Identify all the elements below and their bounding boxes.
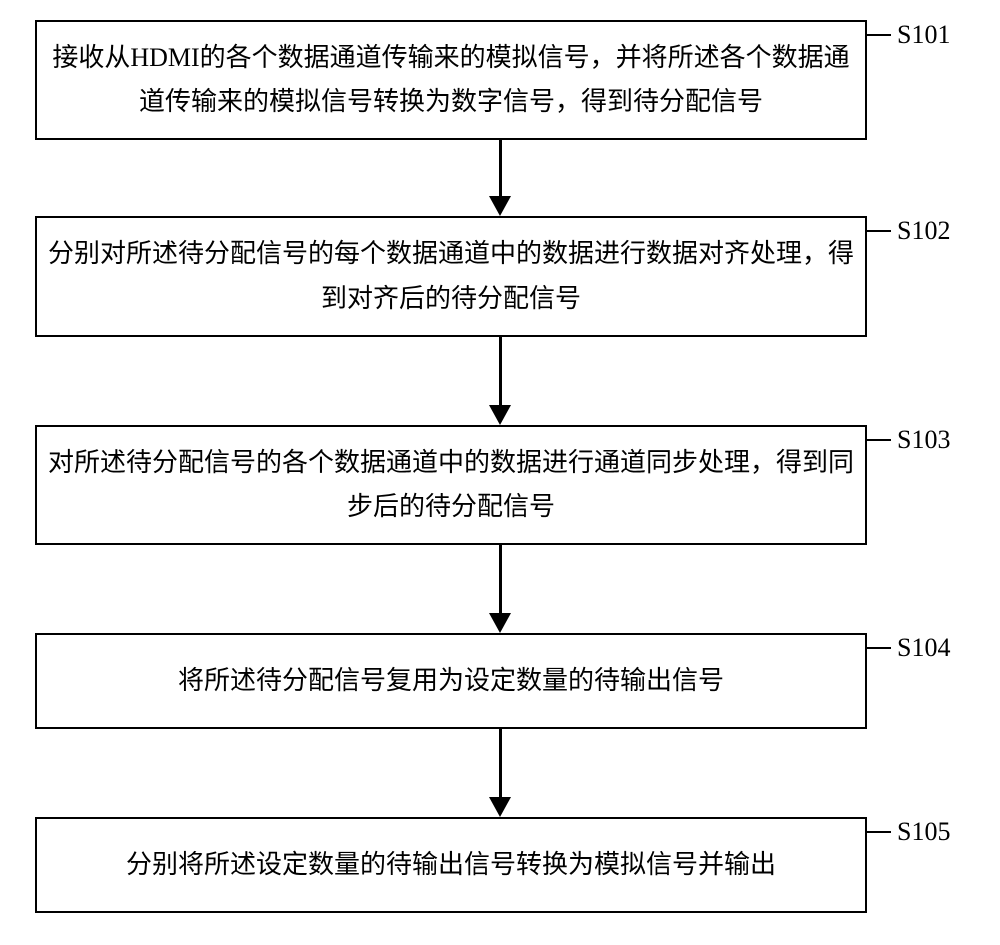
step-label: S103	[897, 427, 950, 453]
flow-step-row: 分别对所述待分配信号的每个数据通道中的数据进行数据对齐处理，得到对齐后的待分配信…	[35, 216, 965, 336]
arrow-head-icon	[489, 797, 511, 817]
step-lead-line	[867, 647, 891, 649]
arrow-line	[499, 729, 502, 797]
arrow-line	[499, 545, 502, 613]
step-label: S105	[897, 819, 950, 845]
flow-arrow	[84, 140, 916, 216]
flow-step-text: 分别将所述设定数量的待输出信号转换为模拟信号并输出	[126, 843, 776, 887]
step-label: S102	[897, 218, 950, 244]
flow-arrow	[84, 729, 916, 817]
flow-step-text: 将所述待分配信号复用为设定数量的待输出信号	[178, 659, 724, 703]
arrow-line	[499, 140, 502, 196]
flow-step-wrap: 分别将所述设定数量的待输出信号转换为模拟信号并输出S105	[35, 817, 867, 913]
flow-step-wrap: 将所述待分配信号复用为设定数量的待输出信号S104	[35, 633, 867, 729]
flow-step-wrap: 分别对所述待分配信号的每个数据通道中的数据进行数据对齐处理，得到对齐后的待分配信…	[35, 216, 867, 336]
arrow-head-icon	[489, 405, 511, 425]
flow-step-text: 对所述待分配信号的各个数据通道中的数据进行通道同步处理，得到同步后的待分配信号	[47, 441, 855, 529]
flow-arrow	[84, 337, 916, 425]
flow-step-box: 对所述待分配信号的各个数据通道中的数据进行通道同步处理，得到同步后的待分配信号	[35, 425, 867, 545]
flow-step-wrap: 对所述待分配信号的各个数据通道中的数据进行通道同步处理，得到同步后的待分配信号S…	[35, 425, 867, 545]
flow-step-box: 分别将所述设定数量的待输出信号转换为模拟信号并输出	[35, 817, 867, 913]
arrow-head-icon	[489, 196, 511, 216]
flow-step-box: 接收从HDMI的各个数据通道传输来的模拟信号，并将所述各个数据通道传输来的模拟信…	[35, 20, 867, 140]
arrow-head-icon	[489, 613, 511, 633]
flowchart-container: 接收从HDMI的各个数据通道传输来的模拟信号，并将所述各个数据通道传输来的模拟信…	[35, 20, 965, 913]
flow-step-text: 接收从HDMI的各个数据通道传输来的模拟信号，并将所述各个数据通道传输来的模拟信…	[47, 36, 855, 124]
flow-step-text: 分别对所述待分配信号的每个数据通道中的数据进行数据对齐处理，得到对齐后的待分配信…	[47, 232, 855, 320]
step-lead-line	[867, 439, 891, 441]
flow-step-box: 分别对所述待分配信号的每个数据通道中的数据进行数据对齐处理，得到对齐后的待分配信…	[35, 216, 867, 336]
step-lead-line	[867, 831, 891, 833]
arrow-line	[499, 337, 502, 405]
step-lead-line	[867, 34, 891, 36]
step-label: S101	[897, 22, 950, 48]
flow-step-row: 接收从HDMI的各个数据通道传输来的模拟信号，并将所述各个数据通道传输来的模拟信…	[35, 20, 965, 140]
flow-arrow	[84, 545, 916, 633]
step-lead-line	[867, 230, 891, 232]
flow-step-box: 将所述待分配信号复用为设定数量的待输出信号	[35, 633, 867, 729]
flow-step-wrap: 接收从HDMI的各个数据通道传输来的模拟信号，并将所述各个数据通道传输来的模拟信…	[35, 20, 867, 140]
flow-step-row: 分别将所述设定数量的待输出信号转换为模拟信号并输出 S105	[35, 817, 965, 913]
flow-step-row: 对所述待分配信号的各个数据通道中的数据进行通道同步处理，得到同步后的待分配信号 S…	[35, 425, 965, 545]
flow-step-row: 将所述待分配信号复用为设定数量的待输出信号 S104	[35, 633, 965, 729]
step-label: S104	[897, 635, 950, 661]
